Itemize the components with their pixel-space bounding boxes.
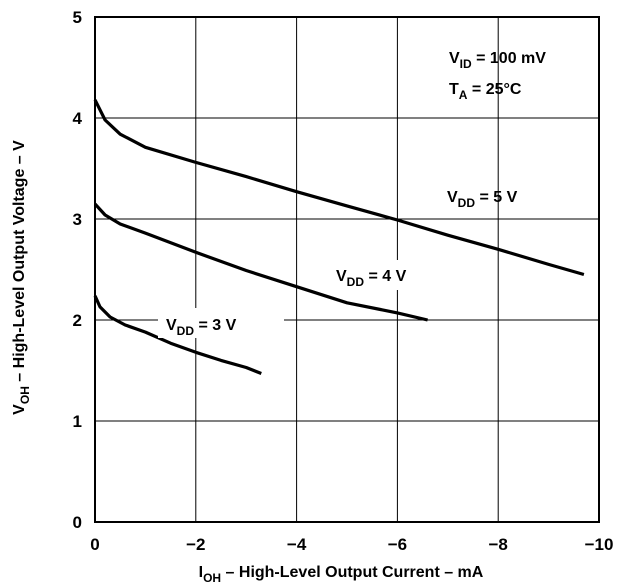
x-tick-label: −4 xyxy=(287,535,307,554)
y-tick-labels: 0 1 2 3 4 5 xyxy=(73,8,83,532)
series-line-2 xyxy=(93,202,428,322)
series-label-1: VDD = 5 V xyxy=(447,189,518,210)
y-tick-label: 3 xyxy=(73,210,82,229)
series-label-2: VDD = 4 V xyxy=(336,268,407,289)
y-tick-label: 5 xyxy=(73,8,82,27)
y-axis-label: VOH – High-Level Output Voltage – V xyxy=(11,140,32,415)
y-tick-label: 0 xyxy=(73,513,82,532)
y-tick-label: 2 xyxy=(73,311,82,330)
y-tick-label: 1 xyxy=(73,412,82,431)
annotations: VID = 100 mV TA = 25°C VDD = 5 V VDD = 4 V V… xyxy=(158,50,546,338)
plot-frame xyxy=(94,16,600,523)
series-label-3: VDD = 3 V xyxy=(166,317,237,338)
series-line-1 xyxy=(93,99,585,277)
x-tick-label: −10 xyxy=(585,535,614,554)
x-tick-label: −8 xyxy=(489,535,508,554)
x-tick-label: −2 xyxy=(186,535,205,554)
y-tick-label: 4 xyxy=(73,109,83,128)
condition-vid: VID = 100 mV xyxy=(449,50,546,71)
x-tick-label: 0 xyxy=(90,535,99,554)
condition-ta: TA = 25°C xyxy=(449,81,522,102)
series-label-2-background xyxy=(328,260,442,290)
x-axis-label: IOH – High-Level Output Current – mA xyxy=(199,564,484,583)
x-tick-label: −6 xyxy=(388,535,407,554)
series-label-3-background xyxy=(158,308,284,338)
x-tick-labels: 0 −2 −4 −6 −8 −10 xyxy=(90,535,613,554)
